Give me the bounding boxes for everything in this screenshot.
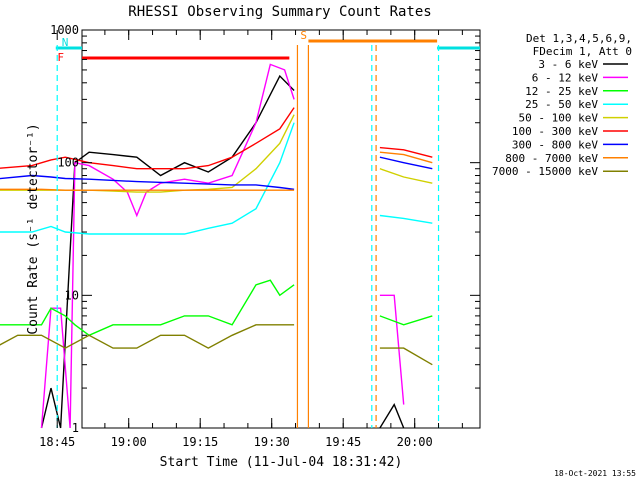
series-layer bbox=[0, 63, 433, 429]
legend-header-line: Det 1,3,4,5,6,9, bbox=[526, 32, 632, 45]
plot-area bbox=[81, 29, 481, 429]
y-tick-label: 1000 bbox=[50, 23, 79, 37]
legend-header-line: FDecim 1, Att 0 bbox=[533, 45, 632, 58]
legend-entry-label: 12 - 25 keV bbox=[525, 85, 598, 98]
x-axis-label: Start Time (11-Jul-04 18:31:42) bbox=[160, 455, 403, 470]
x-tick-label: 19:15 bbox=[182, 435, 218, 449]
y-axis-label: Count Rate (s⁻¹ detector⁻¹) bbox=[26, 123, 41, 334]
series-3-6-kev-line bbox=[40, 74, 295, 429]
y-tick-label: 1 bbox=[72, 421, 79, 435]
series-100-300-kev-line bbox=[0, 107, 295, 170]
legend-entry-label: 3 - 6 keV bbox=[538, 58, 598, 71]
series-25-50-kev-line bbox=[0, 122, 295, 235]
legend-entry-label: 6 - 12 keV bbox=[532, 71, 599, 84]
x-tick-label: 19:00 bbox=[111, 435, 147, 449]
x-tick-label: 19:30 bbox=[254, 435, 290, 449]
x-axis: 18:45 19:00 19:15 19:30 19:45 20:00 bbox=[39, 30, 463, 449]
y-tick-label: 10 bbox=[65, 288, 79, 302]
series-300-800-kev-line-late bbox=[379, 156, 433, 170]
x-tick-label: 20:00 bbox=[397, 435, 433, 449]
series-100-300-kev-line-late bbox=[379, 146, 433, 158]
series-800-7000-kev-line bbox=[0, 188, 295, 191]
legend-entry-label: 300 - 800 keV bbox=[512, 138, 598, 151]
series-300-800-kev-line bbox=[0, 174, 295, 190]
legend: Det 1,3,4,5,6,9,FDecim 1, Att 03 - 6 keV… bbox=[492, 32, 632, 178]
series-12-25-kev-line-late bbox=[379, 315, 433, 326]
y-tick-label: 100 bbox=[57, 156, 79, 170]
series-6-12-kev-line-late bbox=[379, 294, 405, 405]
series-800-7000-kev-line-late bbox=[379, 151, 433, 164]
series-7000-15000-kev-line-late bbox=[379, 347, 433, 366]
series-25-50-kev-line-late bbox=[379, 214, 433, 224]
series-7000-15000-kev-line bbox=[0, 324, 295, 349]
legend-entry-label: 800 - 7000 keV bbox=[505, 152, 598, 165]
flag-f-label: F bbox=[57, 51, 64, 64]
series-50-100-kev-line-late bbox=[379, 168, 433, 184]
gap-markers bbox=[56, 45, 440, 428]
x-tick-label: 19:45 bbox=[325, 435, 361, 449]
series-6-12-kev-line bbox=[40, 63, 295, 429]
legend-entry-label: 100 - 300 keV bbox=[512, 125, 598, 138]
series-3-6-kev-line-late bbox=[379, 403, 405, 429]
flag-s-label: S bbox=[300, 29, 307, 42]
flag-n-label: N bbox=[62, 36, 69, 49]
flag-bars: NF S bbox=[55, 29, 480, 64]
legend-entry-label: 7000 - 15000 keV bbox=[492, 165, 598, 178]
series-12-25-kev-line bbox=[0, 279, 295, 337]
timestamp: 18-Oct-2021 13:55 bbox=[554, 469, 636, 478]
legend-entry-label: 50 - 100 keV bbox=[519, 112, 599, 125]
x-tick-label: 18:45 bbox=[39, 435, 75, 449]
legend-entry-label: 25 - 50 keV bbox=[525, 98, 598, 111]
chart-title: RHESSI Observing Summary Count Rates bbox=[128, 4, 431, 20]
